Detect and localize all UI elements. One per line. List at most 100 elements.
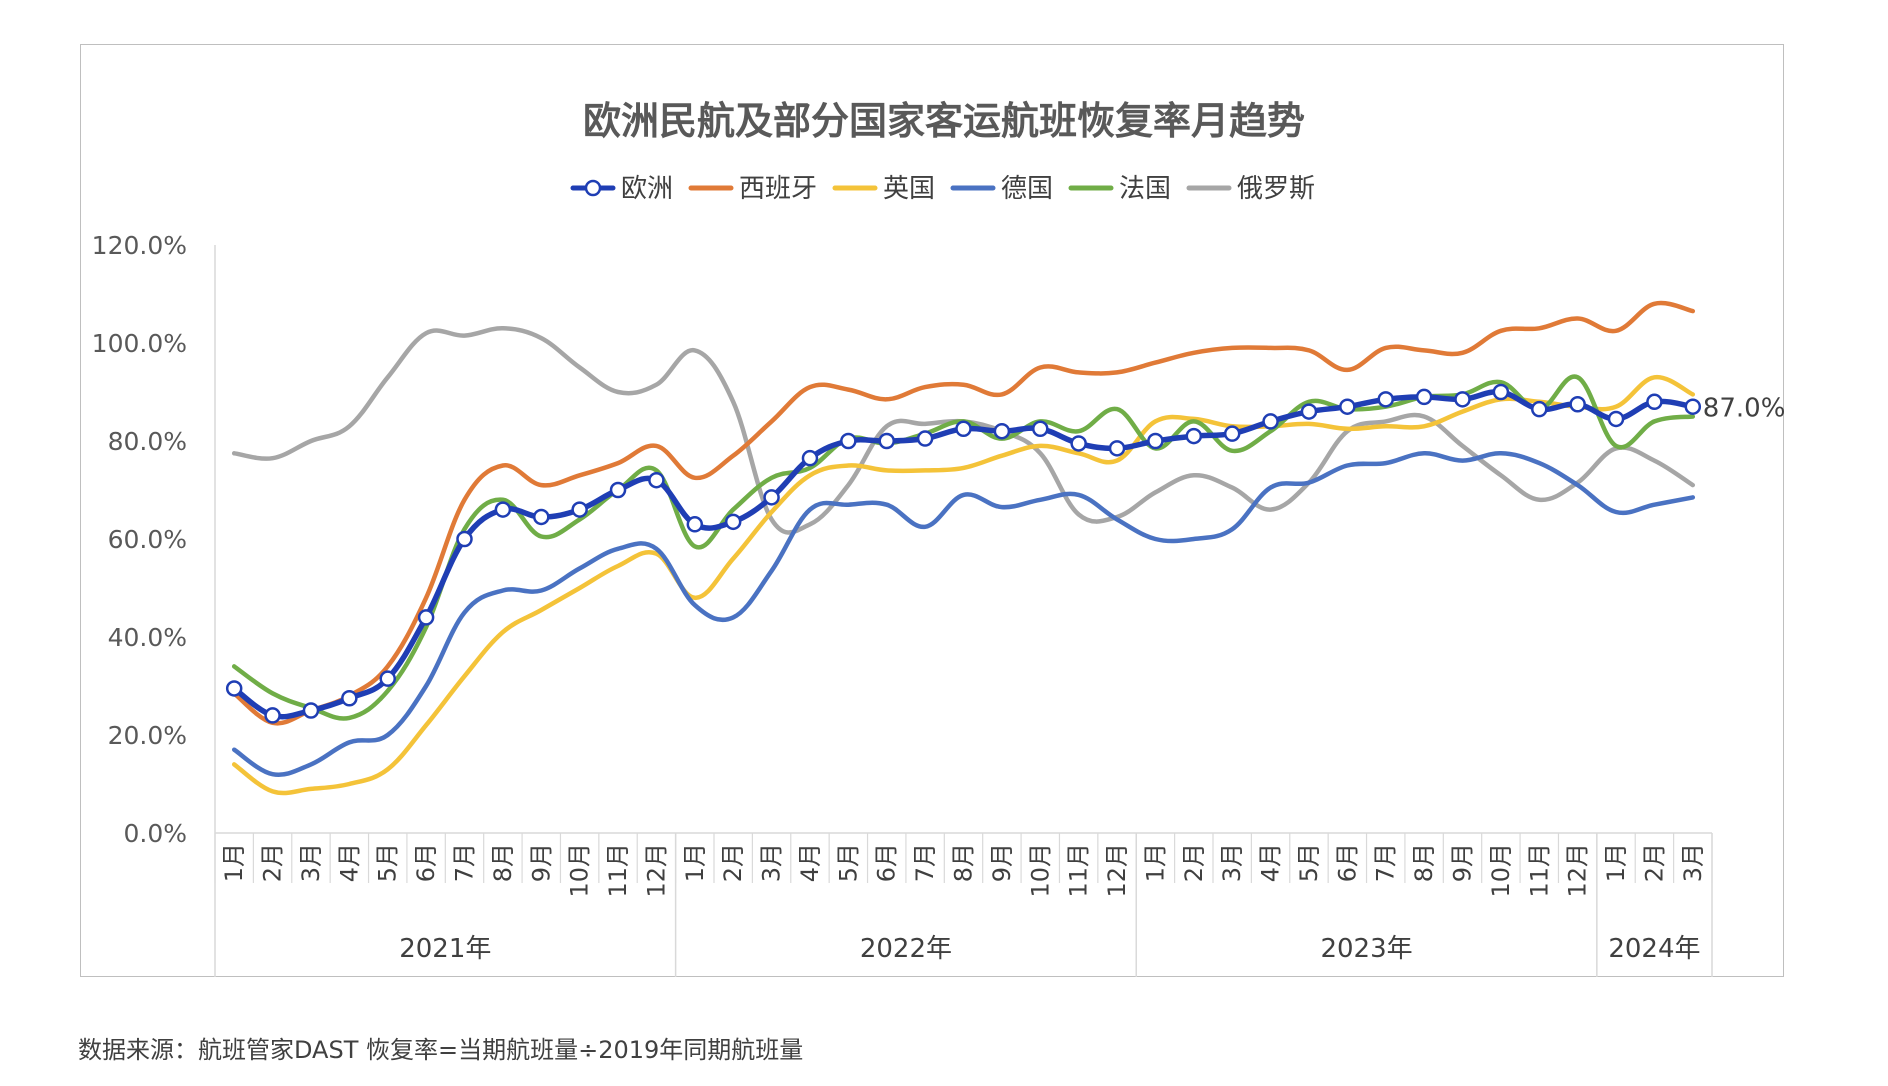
x-tick-label: 9月 [1449,843,1477,882]
data-point-marker [1223,425,1241,442]
y-tick-label: 0.0% [123,819,187,848]
data-point-marker [1415,388,1433,406]
x-tick-label: 8月 [489,843,517,882]
y-tick-label: 100.0% [92,329,187,358]
data-point-marker [1262,413,1279,430]
legend-label: 德国 [1001,174,1053,204]
legend-marker [584,179,602,197]
data-point-marker [1070,435,1087,452]
legend-label: 英国 [883,174,935,204]
data-point-marker [456,530,473,548]
x-tick-label: 2月 [1180,843,1208,882]
x-tick-label: 10月 [566,843,594,898]
data-point-marker [801,449,819,467]
x-tick-label: 7月 [451,843,479,882]
y-tick-label: 40.0% [108,623,187,652]
year-label: 2024年 [1608,934,1700,964]
x-tick-label: 12月 [1103,843,1131,898]
x-tick-label: 5月 [834,843,862,882]
chart-frame [80,44,1784,977]
x-tick-label: 6月 [1333,843,1361,882]
x-tick-label: 11月 [1065,843,1093,898]
data-point-marker [1646,393,1663,411]
data-point-marker [840,432,857,450]
data-point-marker [955,420,972,437]
data-point-marker [878,432,895,450]
x-tick-label: 3月 [758,843,786,882]
x-tick-label: 4月 [335,843,363,882]
legend-label: 俄罗斯 [1237,174,1315,204]
x-tick-label: 8月 [1410,843,1438,882]
x-tick-label: 6月 [412,843,440,882]
x-tick-label: 11月 [1525,843,1553,898]
series-line [231,375,1696,796]
legend-label: 法国 [1119,174,1171,204]
data-point-marker [264,707,281,724]
data-point-marker [1531,400,1548,418]
data-point-marker [916,430,934,447]
data-point-marker [1377,391,1394,408]
x-tick-label: 3月 [297,843,325,882]
x-tick-label: 1月 [1141,843,1169,882]
x-tick-label: 5月 [374,843,402,882]
y-tick-label: 120.0% [92,231,187,260]
data-point-marker [993,422,1011,440]
x-tick-label: 2月 [259,843,287,882]
legend-label: 西班牙 [739,174,817,204]
data-point-marker [379,670,396,687]
x-tick-label: 12月 [642,843,670,898]
x-tick-label: 9月 [988,843,1016,882]
data-point-marker [1492,383,1510,401]
x-tick-label: 7月 [1372,843,1400,882]
data-point-marker [533,508,550,526]
data-point-marker [571,501,588,518]
x-tick-label: 10月 [1026,843,1054,898]
x-tick-label: 8月 [950,843,978,882]
data-point-marker [1607,410,1625,428]
series-line [231,451,1696,778]
data-point-marker [1185,427,1203,445]
data-point-marker [609,481,627,499]
x-tick-label: 5月 [1295,843,1323,882]
x-tick-label: 7月 [911,843,939,882]
data-point-marker [648,471,665,489]
data-point-marker [225,680,243,697]
data-point-marker [1569,396,1586,413]
year-label: 2021年 [399,934,491,964]
data-point-marker [1108,440,1126,457]
data-point-marker [1300,403,1318,420]
data-point-marker [724,513,742,531]
year-label: 2023年 [1320,934,1412,964]
data-point-marker [302,702,320,719]
x-tick-label: 2月 [719,843,747,882]
chart-title: 欧洲民航及部分国家客运航班恢复率月趋势 [582,99,1305,143]
series-line [231,389,1696,720]
x-tick-label: 6月 [873,843,901,882]
x-tick-label: 11月 [604,843,632,898]
data-point-marker [1147,432,1164,450]
data-point-marker [763,489,780,506]
x-tick-label: 12月 [1564,843,1592,898]
y-tick-label: 20.0% [108,721,187,750]
data-label: 87.0% [1703,394,1786,424]
x-tick-label: 3月 [1218,843,1246,882]
source-note: 数据来源：航班管家DAST 恢复率=当期航班量÷2019年同期航班量 [78,1036,804,1064]
line-chart: 0.0% 20.0% 40.0% 60.0% 80.0% 100.0% 120.0% 1月 2月… [92,174,1786,977]
y-tick-label: 60.0% [108,525,187,554]
x-tick-label: 4月 [796,843,824,882]
data-point-marker [1684,398,1702,415]
data-point-marker [417,609,435,626]
data-point-marker [1032,420,1049,437]
x-tick-label: 4月 [1257,843,1285,882]
data-point-marker [1339,398,1356,415]
data-point-marker [494,501,512,518]
x-tick-label: 1月 [681,843,709,882]
data-point-marker [341,690,358,707]
x-tick-label: 1月 [1602,843,1630,882]
x-tick-label: 1月 [220,843,248,882]
data-point-marker [1454,391,1471,408]
year-label: 2022年 [860,934,952,964]
x-tick-label: 9月 [527,843,555,882]
series-line [231,300,1696,726]
y-tick-label: 80.0% [108,427,187,456]
